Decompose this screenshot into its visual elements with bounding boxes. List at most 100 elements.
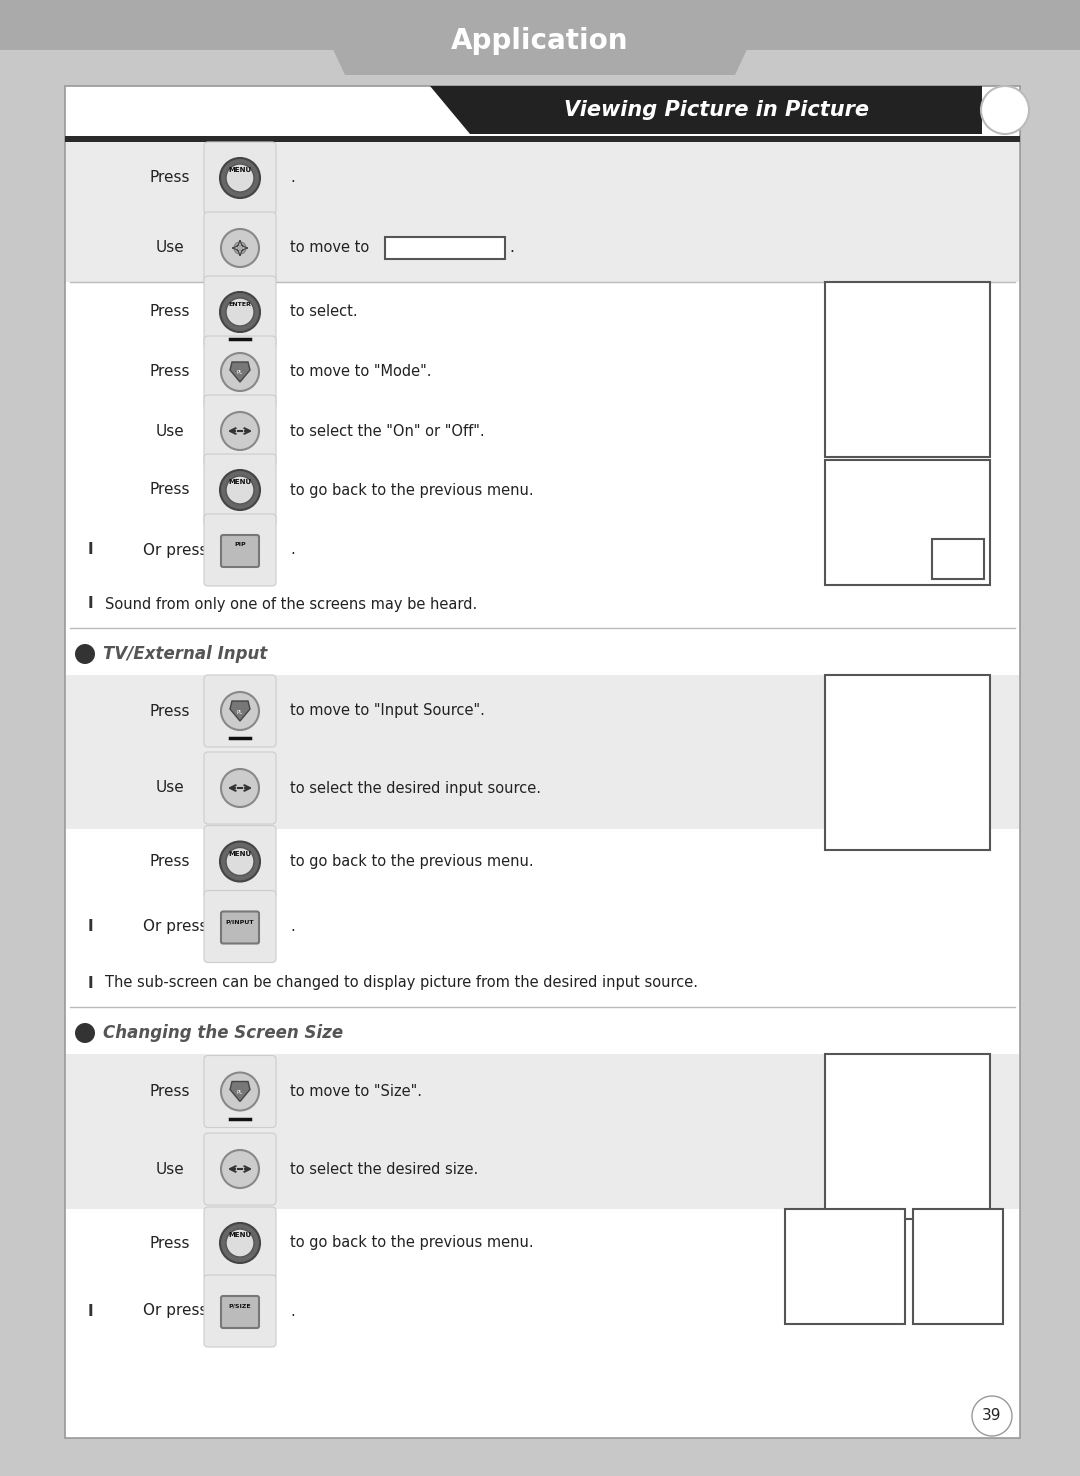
Text: Or press: Or press: [143, 543, 207, 558]
Bar: [825, 675, 990, 850]
Text: Application: Application: [451, 27, 629, 55]
Text: Use: Use: [156, 781, 185, 796]
Text: Viewing Picture in Picture: Viewing Picture in Picture: [564, 100, 868, 120]
Polygon shape: [310, 0, 770, 75]
Circle shape: [972, 1396, 1012, 1436]
Text: MENU: MENU: [229, 850, 252, 856]
Text: MENU: MENU: [229, 167, 252, 173]
Circle shape: [221, 1073, 259, 1110]
Circle shape: [221, 769, 259, 807]
Text: PL: PL: [237, 1089, 243, 1095]
Text: to select the "On" or "Off".: to select the "On" or "Off".: [291, 424, 485, 438]
FancyBboxPatch shape: [221, 1296, 259, 1328]
Text: .: .: [509, 241, 514, 255]
Bar: [932, 539, 984, 579]
Text: ENTER: ENTER: [229, 301, 252, 307]
Bar: [785, 1209, 905, 1324]
FancyBboxPatch shape: [204, 396, 276, 466]
Bar: [384, 238, 505, 258]
Text: Press: Press: [150, 1235, 190, 1250]
Text: Or press: Or press: [143, 920, 207, 934]
Text: .: .: [291, 1303, 295, 1318]
Text: I: I: [87, 976, 93, 990]
Polygon shape: [230, 701, 249, 720]
Text: to move to "Input Source".: to move to "Input Source".: [291, 704, 485, 719]
Bar: [0, 0, 1080, 50]
Text: Press: Press: [150, 365, 190, 379]
Bar: [66, 747, 1020, 830]
Circle shape: [226, 298, 254, 326]
Circle shape: [221, 412, 259, 450]
Text: Use: Use: [156, 424, 185, 438]
Circle shape: [220, 158, 260, 198]
Text: PL: PL: [237, 370, 243, 375]
Circle shape: [221, 692, 259, 731]
Text: to move to "Mode".: to move to "Mode".: [291, 365, 432, 379]
Text: TV/External Input: TV/External Input: [103, 645, 268, 663]
Circle shape: [226, 475, 254, 503]
Text: Changing the Screen Size: Changing the Screen Size: [103, 1024, 343, 1042]
Circle shape: [226, 847, 254, 875]
Bar: [825, 282, 990, 458]
Text: to go back to the previous menu.: to go back to the previous menu.: [291, 483, 534, 497]
FancyBboxPatch shape: [204, 514, 276, 586]
Text: The sub-screen can be changed to display picture from the desired input source.: The sub-screen can be changed to display…: [105, 976, 698, 990]
FancyBboxPatch shape: [204, 1275, 276, 1348]
Text: to go back to the previous menu.: to go back to the previous menu.: [291, 1235, 534, 1250]
Circle shape: [221, 229, 259, 267]
Text: to move to: to move to: [291, 241, 369, 255]
Text: PIP: PIP: [234, 543, 246, 548]
Text: Press: Press: [150, 304, 190, 319]
Text: 39: 39: [982, 1408, 1002, 1423]
Circle shape: [226, 1230, 254, 1258]
Bar: [66, 142, 1020, 214]
Text: Press: Press: [150, 704, 190, 719]
FancyBboxPatch shape: [204, 142, 276, 214]
Text: P/INPUT: P/INPUT: [226, 920, 254, 924]
FancyBboxPatch shape: [204, 825, 276, 897]
Polygon shape: [230, 1082, 249, 1101]
Text: to select the desired input source.: to select the desired input source.: [291, 781, 541, 796]
FancyBboxPatch shape: [204, 675, 276, 747]
Text: .: .: [291, 171, 295, 186]
Bar: [65, 136, 1020, 142]
Text: I: I: [87, 543, 93, 558]
Bar: [66, 1054, 1020, 1129]
Text: I: I: [87, 1303, 93, 1318]
Circle shape: [75, 1023, 95, 1044]
FancyBboxPatch shape: [204, 890, 276, 962]
Text: to move to "Size".: to move to "Size".: [291, 1083, 422, 1100]
Text: Or press: Or press: [143, 1303, 207, 1318]
Text: I: I: [87, 920, 93, 934]
Text: Press: Press: [150, 1083, 190, 1100]
Text: Use: Use: [156, 241, 185, 255]
FancyBboxPatch shape: [204, 276, 276, 348]
Bar: [65, 86, 1020, 1438]
Circle shape: [221, 353, 259, 391]
Bar: [913, 1209, 1003, 1324]
Text: Sound from only one of the screens may be heard.: Sound from only one of the screens may b…: [105, 596, 477, 611]
Text: P/SIZE: P/SIZE: [229, 1303, 252, 1309]
FancyBboxPatch shape: [204, 337, 276, 407]
Polygon shape: [230, 362, 249, 382]
Circle shape: [220, 292, 260, 332]
Text: to select.: to select.: [291, 304, 357, 319]
Circle shape: [75, 644, 95, 664]
Text: to go back to the previous menu.: to go back to the previous menu.: [291, 855, 534, 869]
Polygon shape: [430, 86, 982, 134]
Text: I: I: [87, 596, 93, 611]
Circle shape: [981, 86, 1029, 134]
Text: .: .: [291, 920, 295, 934]
FancyBboxPatch shape: [204, 1055, 276, 1128]
FancyBboxPatch shape: [204, 1134, 276, 1204]
Text: Use: Use: [156, 1162, 185, 1176]
Circle shape: [220, 469, 260, 511]
Text: Press: Press: [150, 171, 190, 186]
Text: .: .: [291, 543, 295, 558]
FancyBboxPatch shape: [221, 534, 259, 567]
Bar: [825, 1054, 990, 1219]
FancyBboxPatch shape: [204, 213, 276, 283]
Text: MENU: MENU: [229, 1232, 252, 1238]
FancyBboxPatch shape: [221, 912, 259, 943]
FancyBboxPatch shape: [204, 1207, 276, 1280]
